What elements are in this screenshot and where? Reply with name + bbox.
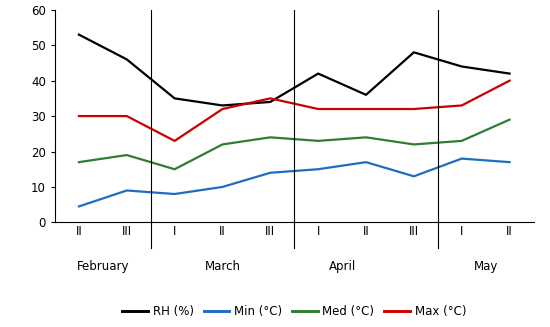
Text: April: April — [328, 260, 356, 273]
Legend: RH (%), Min (°C), Med (°C), Max (°C): RH (%), Min (°C), Med (°C), Max (°C) — [118, 300, 471, 323]
Text: March: March — [205, 260, 240, 273]
Text: February: February — [76, 260, 129, 273]
Text: May: May — [474, 260, 498, 273]
